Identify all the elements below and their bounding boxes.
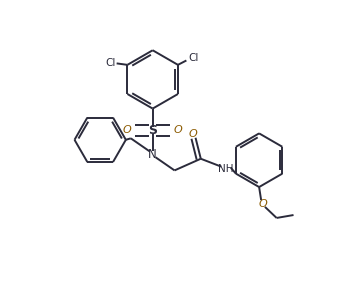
Text: O: O — [259, 199, 268, 209]
Text: O: O — [123, 125, 132, 135]
Text: S: S — [148, 124, 157, 137]
Text: O: O — [174, 125, 182, 135]
Text: NH: NH — [218, 164, 233, 174]
Text: Cl: Cl — [188, 53, 199, 63]
Text: N: N — [148, 148, 157, 161]
Text: Cl: Cl — [105, 58, 115, 68]
Text: O: O — [189, 129, 197, 139]
